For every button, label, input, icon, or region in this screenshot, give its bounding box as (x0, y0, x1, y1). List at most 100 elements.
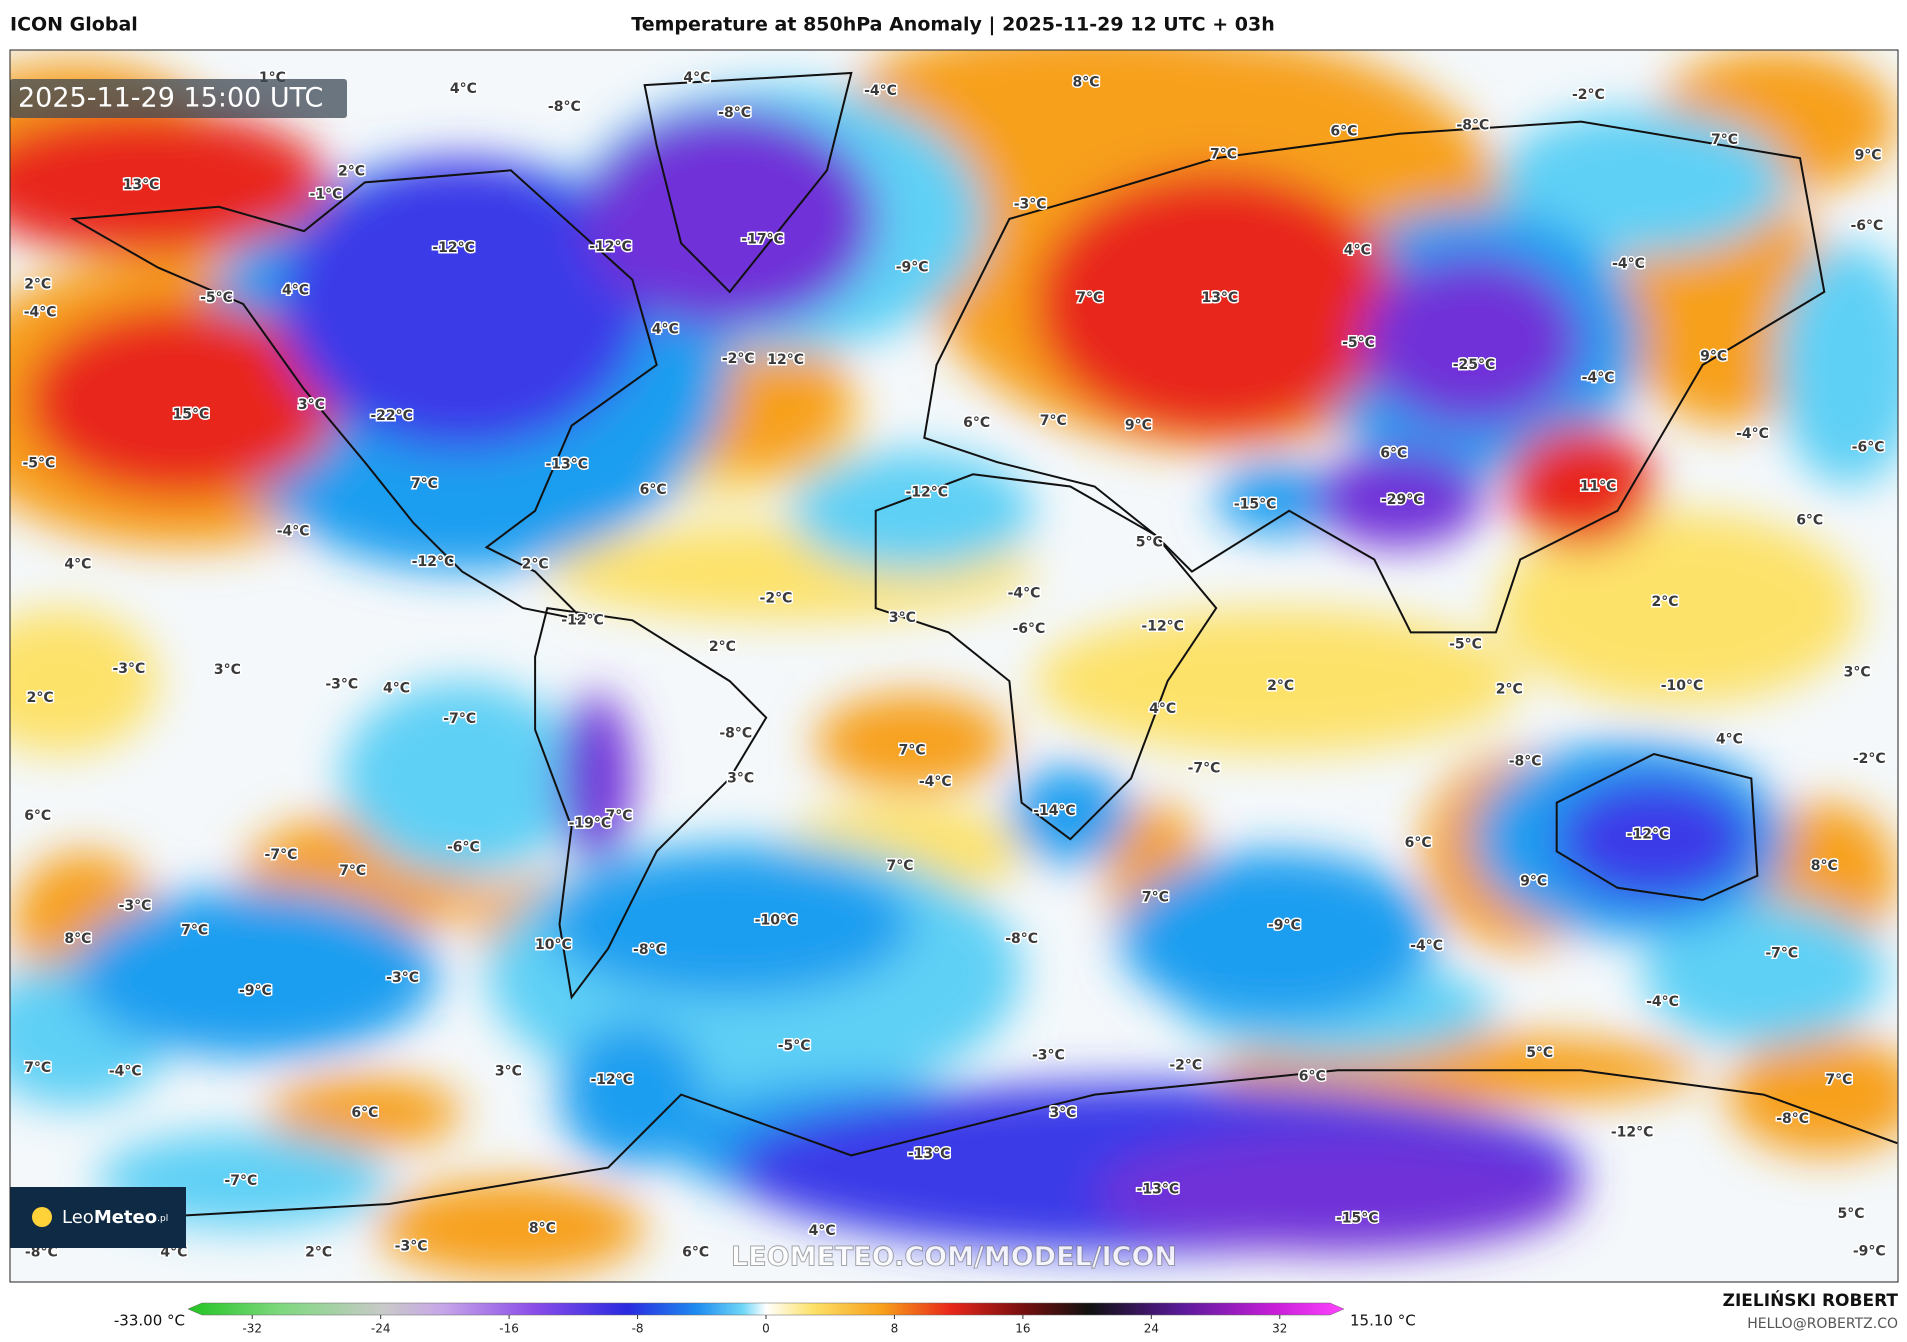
temperature-label: 6°C (1299, 1068, 1326, 1084)
coastlines (69, 71, 1898, 1218)
temperature-label: 6°C (1330, 123, 1357, 139)
temperature-label: -9°C (1853, 1243, 1886, 1259)
coastline (170, 1069, 1898, 1218)
temperature-label: 4°C (282, 283, 309, 299)
anomaly-blob (1033, 608, 1521, 755)
temperature-label: 13°C (123, 177, 160, 193)
temperature-label: 8°C (1811, 858, 1838, 874)
temperature-label: -7°C (1188, 761, 1221, 777)
coastline (69, 169, 658, 622)
anomaly-blob (1775, 243, 1898, 487)
anomaly-blob (1362, 255, 1582, 426)
temperature-label: -8°C (719, 725, 752, 741)
temperature-label: -7°C (443, 711, 476, 727)
anomaly-field (10, 50, 1898, 1278)
colorbar-tick-label: 8 (891, 1322, 899, 1336)
map-frame (9, 49, 1899, 1283)
temperature-label: 13°C (1201, 290, 1238, 306)
temperature-label: 10°C (535, 937, 572, 953)
timestamp: 2025-11-29 15:00 UTC (18, 83, 323, 114)
temperature-label: -3°C (395, 1239, 428, 1255)
temperature-label: 2°C (338, 163, 365, 179)
anomaly-blob (10, 109, 329, 256)
temperature-label: 4°C (809, 1223, 836, 1239)
anomaly-blob (1033, 170, 1399, 438)
coastline (643, 71, 853, 294)
temperature-label: 9°C (1700, 348, 1727, 364)
temperature-label: 9°C (1855, 148, 1882, 164)
temperature-label: -7°C (265, 847, 298, 863)
temperature-label: -9°C (239, 983, 272, 999)
coastline (874, 473, 1218, 841)
logo-bold: Meteo (94, 1207, 157, 1228)
coastline (923, 120, 1826, 634)
temperature-label: -10°C (1661, 678, 1704, 694)
coastline (534, 606, 768, 1000)
temperature-label: -4°C (1612, 256, 1645, 272)
temperature-label: 3°C (889, 610, 916, 626)
temperature-label: 4°C (683, 70, 710, 86)
temperature-label: -1°C (310, 187, 343, 203)
temperature-label: -4°C (864, 83, 897, 99)
temperature-label: 2°C (522, 556, 549, 572)
temperature-label: -5°C (778, 1038, 811, 1054)
anomaly-blob (583, 109, 876, 329)
temperature-label: 2°C (1496, 682, 1523, 698)
temperature-label: 5°C (1136, 534, 1163, 550)
anomaly-blob (790, 449, 1034, 572)
temperature-label: -4°C (1582, 370, 1615, 386)
temperature-label: -12°C (1141, 618, 1184, 634)
temperature-label: -8°C (1509, 753, 1542, 769)
anomaly-blob (1495, 510, 1861, 706)
temperature-label: -4°C (919, 774, 952, 790)
anomaly-blob (1495, 109, 1788, 256)
anomaly-blob (1313, 449, 1484, 548)
temperature-label: 3°C (1844, 665, 1871, 681)
temperature-label: 3°C (214, 662, 241, 678)
temperature-label: 6°C (1380, 446, 1407, 462)
temperature-label: 4°C (383, 680, 410, 696)
anomaly-blob (1556, 778, 1752, 900)
colorbar-max: 15.10 °C (1350, 1312, 1416, 1330)
temperature-label: -10°C (755, 913, 798, 929)
temperature-label: -6°C (1852, 440, 1885, 456)
temperature-label: -3°C (113, 661, 146, 677)
temperature-label: 7°C (339, 863, 366, 879)
temperature-label: -4°C (1736, 426, 1769, 442)
anomaly-blob (377, 1179, 645, 1278)
anomaly-blob (24, 304, 341, 499)
temperature-label: 4°C (652, 322, 679, 338)
temperature-label: -4°C (1646, 994, 1679, 1010)
temperature-label: 8°C (1073, 75, 1100, 91)
temperature-label: 4°C (450, 81, 477, 97)
temperature-label: 8°C (529, 1220, 556, 1236)
temperature-label: -4°C (1410, 938, 1443, 954)
logo-domain: .pl (157, 1214, 168, 1224)
temperature-label: 2°C (24, 277, 51, 293)
author: ZIELIŃSKI ROBERT (1723, 1289, 1899, 1311)
temperature-label: 6°C (1796, 513, 1823, 529)
temperature-label: 12°C (767, 352, 804, 368)
temperature-label: 9°C (1125, 418, 1152, 434)
temperature-label: -22°C (370, 408, 413, 424)
colorbar-tick-label: -24 (371, 1322, 391, 1336)
temperature-label: -17°C (741, 232, 784, 248)
temperature-label: -2°C (1853, 751, 1886, 767)
temperature-label: 7°C (899, 742, 926, 758)
temperature-label: -12°C (1611, 1124, 1654, 1140)
temperature-label: 5°C (1526, 1045, 1553, 1061)
anomaly-blob (279, 158, 645, 450)
temperature-label: 3°C (298, 397, 325, 413)
temperature-label: -19°C (569, 815, 612, 831)
temperature-label: -8°C (1456, 117, 1489, 133)
anomaly-blob (547, 851, 913, 998)
temperature-label: -13°C (1137, 1181, 1180, 1197)
temperature-label: 2°C (1267, 678, 1294, 694)
map: 1°C4°C4°C-8°C -8°C-4°C8°C-2°C6°C7°C7°C9°C… (10, 50, 1898, 1282)
temperature-label: 6°C (963, 415, 990, 431)
temperature-label: -2°C (1169, 1057, 1202, 1073)
temperature-label: 15°C (173, 407, 210, 423)
temperature-label: -8°C (633, 942, 666, 958)
temperature-label: -6°C (1850, 218, 1883, 234)
anomaly-blob (1009, 766, 1132, 864)
